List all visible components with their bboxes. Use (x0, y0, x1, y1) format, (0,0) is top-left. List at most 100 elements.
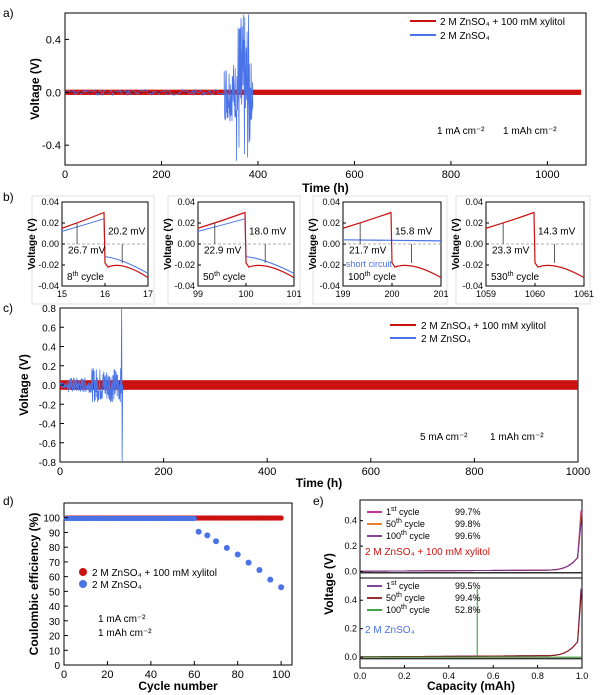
legend-ce-e: 99.8% (455, 519, 481, 529)
overpotential-left-label: 26.7 mV (68, 245, 106, 256)
series-xylitol-c (60, 380, 578, 390)
y-tick-label: -0.04 (174, 281, 195, 291)
x-tick-label: 40 (145, 669, 157, 681)
annotation-capacity-a: 1 mAh cm⁻² (503, 126, 557, 137)
upper-curve (359, 510, 583, 573)
annotation-current-d: 1 mA cm⁻² (98, 614, 146, 625)
lower-series-label-e: 2 M ZnSO₄ (365, 625, 415, 636)
lower-curve-green (360, 588, 582, 658)
y-axis-label-d: Coulombic efficiency (%) (27, 513, 41, 656)
y-axis-label-b: Voltage (V) (163, 218, 174, 269)
overpotential-right-label: 20.2 mV (108, 227, 146, 238)
y-axis-label-e: Voltage (V) (322, 553, 336, 615)
overpotential-left-label: 21.7 mV (349, 245, 387, 256)
y-tick-label: 0.02 (177, 218, 195, 228)
y-tick-label: -0.02 (38, 260, 59, 270)
y-tick-label: 0.00 (465, 239, 483, 249)
series-xylitol-a (65, 89, 582, 95)
y-tick-label: 0.0 (42, 381, 56, 392)
y-tick-label: 20 (49, 632, 61, 643)
plot-frame-a (64, 12, 587, 166)
point-znso4 (223, 544, 230, 551)
y-tick-label: 70 (49, 558, 61, 569)
y-tick-label: 0.4 (46, 34, 61, 46)
annotation-capacity-d: 1 mAh cm⁻² (98, 628, 152, 639)
legend-cycle-e: 1st cycle (386, 506, 419, 517)
y-tick-label: -0.02 (462, 260, 483, 270)
x-tick-label: 1060 (525, 289, 545, 299)
y-tick-label: 0.02 (322, 218, 340, 228)
x-tick-label: 0.0 (354, 671, 367, 681)
y-tick-label: 60 (49, 573, 61, 584)
series-znso4-c (59, 307, 124, 463)
legend-swatch-xylitol-d (79, 568, 87, 576)
y-tick-label: 0.2 (344, 541, 357, 551)
point-znso4 (256, 567, 263, 574)
annotation-capacity-c: 1 mAh cm⁻² (490, 432, 544, 443)
x-tick-label: 0 (62, 169, 68, 181)
point-znso4 (278, 584, 285, 591)
x-tick-label: 60 (188, 669, 200, 681)
y-tick-label: 0.4 (344, 516, 357, 526)
annotation-current-c: 5 mA cm⁻² (420, 432, 468, 443)
x-tick-label: 201 (433, 289, 448, 299)
y-tick-label: 90 (49, 528, 61, 539)
point-znso4 (267, 576, 274, 583)
panel-label-b: b) (3, 190, 14, 204)
x-tick-label: 0 (57, 466, 63, 478)
x-tick-label: 1059 (476, 289, 496, 299)
x-tick-label: 0 (61, 669, 67, 681)
cycle-label: 530th cycle (491, 271, 540, 283)
x-tick-label: 0.2 (398, 671, 411, 681)
y-tick-label: 50 (49, 587, 61, 598)
overpotential-left-label: 22.9 mV (204, 245, 242, 256)
overpotential-right-label: 14.3 mV (538, 227, 576, 238)
legend-cycle-e: 1st cycle (386, 580, 419, 591)
x-tick-label: 80 (232, 669, 244, 681)
y-tick-label: 0.4 (344, 595, 357, 605)
legend-cycle-e: 50th cycle (386, 592, 425, 603)
x-axis-label-e: Capacity (mAh) (427, 679, 515, 693)
point-znso4 (234, 551, 241, 558)
x-tick-label: 15 (57, 289, 67, 299)
x-tick-label: 100 (238, 289, 253, 299)
x-tick-label: 0.8 (531, 671, 544, 681)
y-tick-label: 0.8 (42, 304, 56, 315)
x-tick-label: 100 (272, 669, 290, 681)
panel-label-e: e) (313, 494, 324, 508)
legend-swatch-znso4-d (79, 580, 87, 588)
point-znso4 (245, 559, 252, 566)
plot-frame-e (359, 499, 583, 669)
y-tick-label: -0.04 (462, 281, 483, 291)
y-tick-label: 0.2 (42, 362, 56, 373)
y-axis-label-b: Voltage (V) (27, 218, 38, 269)
legend-label-xylitol-a: 2 M ZnSO₄ + 100 mM xylitol (440, 17, 565, 28)
y-tick-label: 30 (49, 617, 61, 628)
panel-label-a: a) (3, 6, 14, 20)
legend-label-xylitol-c: 2 M ZnSO₄ + 100 mM xylitol (421, 321, 546, 332)
x-tick-label: 99 (193, 289, 203, 299)
x-axis-label-a: Time (h) (302, 181, 348, 195)
y-tick-label: 80 (49, 543, 61, 554)
y-axis-label-a: Voltage (V) (28, 58, 42, 120)
x-axis-label-c: Time (h) (296, 476, 342, 490)
overpotential-right-label: 18.0 mV (249, 227, 287, 238)
legend-cycle-e: 100th cycle (386, 530, 430, 541)
y-tick-label: -0.8 (39, 458, 57, 469)
y-tick-label: 0.02 (41, 218, 59, 228)
y-tick-label: 0.4 (42, 343, 56, 354)
subplot-box (312, 195, 448, 305)
point-znso4 (204, 532, 211, 539)
x-tick-label: 199 (335, 289, 350, 299)
x-tick-label: 0.6 (487, 671, 500, 681)
y-tick-label: -0.04 (319, 281, 340, 291)
plot-frame-d (63, 502, 293, 666)
y-tick-label: 0.00 (41, 239, 59, 249)
legend-ce-e: 99.4% (455, 593, 481, 603)
y-tick-label: 0.2 (344, 624, 357, 634)
annotation-current-a: 1 mA cm⁻² (437, 126, 485, 137)
y-tick-label: 0.04 (177, 197, 195, 207)
overpotential-right-label: 15.8 mV (395, 227, 433, 238)
x-tick-label: 800 (442, 169, 460, 181)
